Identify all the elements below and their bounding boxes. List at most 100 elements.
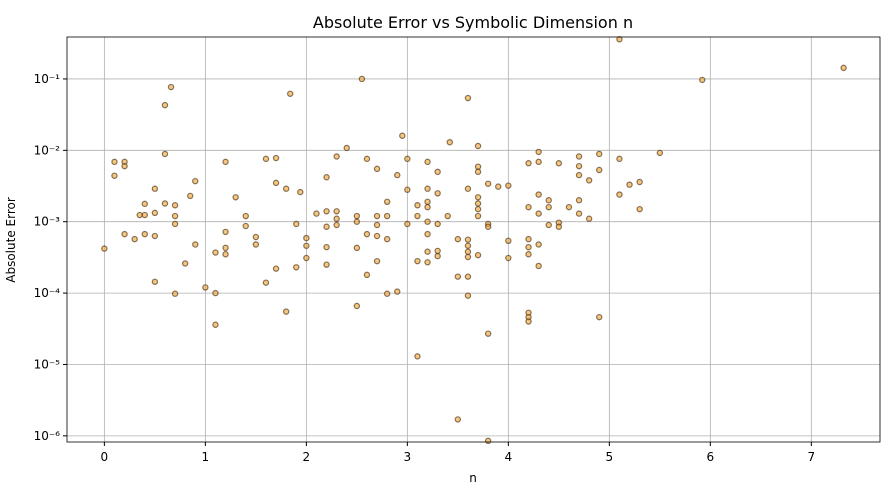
data-point	[363, 271, 371, 279]
data-point	[424, 198, 431, 206]
data-point	[293, 264, 300, 271]
data-point	[434, 220, 441, 228]
data-point	[596, 150, 603, 158]
data-point	[333, 215, 340, 222]
data-point	[545, 221, 552, 229]
data-point	[303, 242, 310, 249]
data-point	[343, 144, 350, 152]
data-point	[333, 153, 340, 160]
data-point	[505, 182, 512, 189]
data-point	[353, 244, 361, 252]
data-point	[474, 205, 482, 213]
data-point	[272, 265, 280, 272]
data-point	[404, 155, 411, 163]
x-tick-label: 0	[101, 450, 109, 464]
data-point	[399, 132, 406, 139]
data-point	[535, 191, 542, 198]
data-point	[161, 101, 169, 109]
data-point	[323, 261, 330, 268]
data-point	[171, 220, 179, 228]
data-point	[535, 262, 542, 270]
data-point	[464, 185, 472, 192]
data-point	[383, 235, 391, 243]
data-point	[192, 177, 199, 185]
data-point	[616, 155, 623, 163]
chart-title: Absolute Error vs Symbolic Dimension n	[313, 13, 633, 32]
data-point	[323, 208, 330, 215]
data-point	[131, 235, 138, 243]
data-point	[262, 279, 270, 286]
y-axis-label: Absolute Error	[4, 197, 18, 283]
data-point	[363, 155, 371, 163]
data-point	[111, 158, 118, 166]
data-point	[424, 218, 431, 225]
data-point	[252, 233, 260, 241]
data-point	[161, 200, 169, 207]
x-axis-label: n	[469, 471, 477, 485]
data-point	[474, 212, 482, 220]
data-point	[474, 142, 482, 150]
data-point	[525, 243, 532, 251]
data-point	[373, 221, 381, 229]
data-point	[454, 235, 462, 243]
x-tick-label: 2	[303, 450, 311, 464]
data-point	[474, 168, 482, 176]
x-tick-label: 5	[606, 450, 614, 464]
data-point	[414, 353, 421, 360]
data-point	[141, 200, 148, 208]
data-point	[424, 230, 431, 238]
data-point	[353, 218, 361, 225]
data-point	[414, 257, 421, 265]
data-point	[565, 203, 573, 211]
data-point	[585, 215, 593, 222]
data-point	[484, 330, 492, 337]
data-point	[262, 155, 270, 163]
data-point	[167, 83, 175, 91]
data-point	[434, 252, 441, 260]
data-point	[333, 208, 340, 215]
data-point	[303, 254, 310, 262]
x-tick-label: 1	[202, 450, 210, 464]
data-point	[616, 191, 623, 198]
data-point	[286, 90, 294, 97]
data-point	[404, 186, 411, 193]
data-point	[252, 241, 260, 248]
data-point	[383, 212, 391, 220]
data-point	[525, 251, 532, 258]
data-point	[636, 205, 643, 213]
data-point	[323, 223, 330, 230]
x-tick-label: 6	[707, 450, 715, 464]
data-point	[464, 292, 472, 299]
y-tick-label: 10⁻⁶	[34, 429, 61, 443]
data-point	[444, 212, 451, 220]
data-point	[474, 200, 482, 207]
data-point	[222, 158, 229, 166]
data-point	[424, 248, 431, 255]
data-point	[636, 178, 643, 186]
x-tick-label: 4	[505, 450, 513, 464]
data-point	[353, 212, 361, 220]
data-point	[424, 185, 431, 192]
data-point	[181, 260, 189, 267]
data-point	[222, 244, 229, 252]
data-point	[272, 179, 280, 187]
data-point	[293, 220, 300, 228]
y-tick-label: 10⁻⁵	[34, 357, 61, 371]
data-point	[575, 153, 583, 160]
data-point	[358, 75, 366, 83]
data-point	[464, 248, 472, 255]
data-point	[212, 249, 219, 256]
data-point	[434, 190, 441, 197]
data-point	[171, 202, 179, 209]
data-point	[545, 197, 552, 204]
data-point	[525, 235, 532, 243]
data-point	[151, 232, 159, 240]
data-point	[373, 232, 381, 240]
data-point	[242, 212, 249, 220]
y-tick-label: 10⁻²	[34, 143, 61, 157]
data-point	[394, 288, 401, 295]
data-point	[454, 416, 462, 423]
data-point	[484, 180, 492, 187]
data-point	[545, 203, 552, 211]
